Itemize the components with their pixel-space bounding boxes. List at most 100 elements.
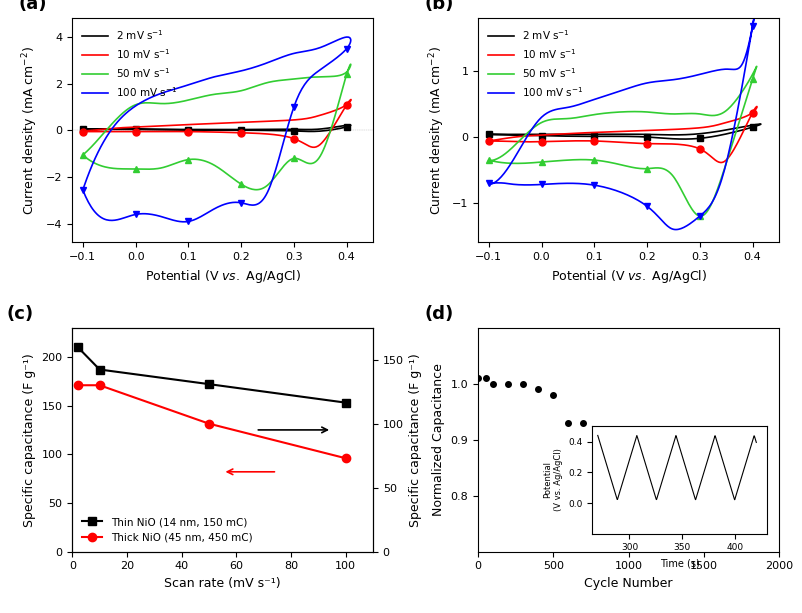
100 mV s$^{-1}$ xyxy=(632,82,642,89)
50 mV s$^{-1}$ xyxy=(78,151,87,159)
10 mV s$^{-1}$ xyxy=(709,122,719,129)
100 mV s$^{-1}$ xyxy=(731,108,741,115)
100 mV s$^{-1}$ xyxy=(484,180,493,187)
2 mV s$^{-1}$ xyxy=(639,131,649,138)
Legend: Thin NiO (14 nm, 150 mC), Thick NiO (45 nm, 450 mC): Thin NiO (14 nm, 150 mC), Thick NiO (45 … xyxy=(77,513,257,547)
2 mV s$^{-1}$ xyxy=(553,132,563,140)
2 mV s$^{-1}$ xyxy=(229,126,239,133)
100 mV s$^{-1}$ xyxy=(144,210,154,218)
100 mV s$^{-1}$ xyxy=(260,194,269,201)
Line: 10 mV s$^{-1}$: 10 mV s$^{-1}$ xyxy=(488,107,756,162)
100 mV s$^{-1}$ xyxy=(686,73,695,80)
Thin NiO (14 nm, 150 mC) xyxy=(73,343,83,351)
Thin NiO (14 nm, 150 mC) xyxy=(204,381,213,388)
2 mV s$^{-1}$ xyxy=(281,126,290,133)
2 mV s$^{-1}$ xyxy=(484,131,493,138)
10 mV s$^{-1}$ xyxy=(484,137,493,145)
10 mV s$^{-1}$ xyxy=(346,96,355,103)
2 mV s$^{-1}$ xyxy=(671,135,681,143)
Y-axis label: Specific capacitance (F g⁻¹): Specific capacitance (F g⁻¹) xyxy=(409,353,422,527)
50 mV s$^{-1}$ xyxy=(663,169,673,176)
100 mV s$^{-1}$ xyxy=(298,83,308,90)
2 mV s$^{-1}$ xyxy=(78,126,87,133)
100 mV s$^{-1}$ xyxy=(691,215,701,222)
10 mV s$^{-1}$ xyxy=(484,137,493,145)
Line: 50 mV s$^{-1}$: 50 mV s$^{-1}$ xyxy=(488,66,755,216)
100 mV s$^{-1}$ xyxy=(670,226,680,233)
50 mV s$^{-1}$ xyxy=(281,76,290,83)
50 mV s$^{-1}$ xyxy=(484,157,493,164)
50 mV s$^{-1}$ xyxy=(751,63,760,70)
X-axis label: Scan rate (mV s⁻¹): Scan rate (mV s⁻¹) xyxy=(164,577,281,590)
10 mV s$^{-1}$ xyxy=(237,118,247,126)
2 mV s$^{-1}$ xyxy=(306,128,316,135)
100 mV s$^{-1}$ xyxy=(342,33,352,40)
2 mV s$^{-1}$ xyxy=(642,131,651,138)
50 mV s$^{-1}$ xyxy=(226,89,236,96)
50 mV s$^{-1}$ xyxy=(686,110,695,117)
Thin NiO (14 nm, 150 mC) xyxy=(95,366,104,373)
Line: 100 mV s$^{-1}$: 100 mV s$^{-1}$ xyxy=(488,10,755,229)
Line: 2 mV s$^{-1}$: 2 mV s$^{-1}$ xyxy=(83,125,350,131)
2 mV s$^{-1}$ xyxy=(258,127,268,134)
2 mV s$^{-1}$ xyxy=(297,128,306,135)
10 mV s$^{-1}$ xyxy=(78,128,87,135)
100 mV s$^{-1}$ xyxy=(634,81,644,88)
50 mV s$^{-1}$ xyxy=(229,88,239,96)
Text: (b): (b) xyxy=(423,0,453,13)
Thick NiO (45 nm, 450 mC) xyxy=(95,381,104,389)
100 mV s$^{-1}$ xyxy=(226,69,236,77)
Y-axis label: Current density (mA cm$^{-2}$): Current density (mA cm$^{-2}$) xyxy=(427,46,446,215)
Line: 100 mV s$^{-1}$: 100 mV s$^{-1}$ xyxy=(83,37,350,222)
X-axis label: Potential (V $vs.$ Ag/AgCl): Potential (V $vs.$ Ag/AgCl) xyxy=(144,268,300,285)
100 mV s$^{-1}$ xyxy=(750,6,759,13)
Legend: 2 mV s$^{-1}$, 10 mV s$^{-1}$, 50 mV s$^{-1}$, 100 mV s$^{-1}$: 2 mV s$^{-1}$, 10 mV s$^{-1}$, 50 mV s$^… xyxy=(483,23,586,103)
10 mV s$^{-1}$ xyxy=(78,128,87,135)
10 mV s$^{-1}$ xyxy=(241,118,251,126)
2 mV s$^{-1}$ xyxy=(484,131,493,138)
Thick NiO (45 nm, 450 mC) xyxy=(340,455,350,462)
10 mV s$^{-1}$ xyxy=(715,159,725,166)
10 mV s$^{-1}$ xyxy=(309,143,318,151)
Line: 50 mV s$^{-1}$: 50 mV s$^{-1}$ xyxy=(83,64,350,189)
Y-axis label: Specific capacitance (F g⁻¹): Specific capacitance (F g⁻¹) xyxy=(22,353,36,527)
50 mV s$^{-1}$ xyxy=(632,108,642,115)
Y-axis label: Current density (mA cm$^{-2}$): Current density (mA cm$^{-2}$) xyxy=(21,46,40,215)
Legend: 2 mV s$^{-1}$, 10 mV s$^{-1}$, 50 mV s$^{-1}$, 100 mV s$^{-1}$: 2 mV s$^{-1}$, 10 mV s$^{-1}$, 50 mV s$^… xyxy=(77,23,181,103)
50 mV s$^{-1}$ xyxy=(144,166,154,173)
10 mV s$^{-1}$ xyxy=(529,138,538,145)
Text: (d): (d) xyxy=(423,305,453,322)
2 mV s$^{-1}$ xyxy=(678,135,688,143)
50 mV s$^{-1}$ xyxy=(484,156,493,164)
100 mV s$^{-1}$ xyxy=(484,181,493,188)
Thick NiO (45 nm, 450 mC) xyxy=(73,381,83,389)
50 mV s$^{-1}$ xyxy=(346,61,355,68)
100 mV s$^{-1}$ xyxy=(520,181,530,189)
50 mV s$^{-1}$ xyxy=(251,186,261,193)
50 mV s$^{-1}$ xyxy=(703,205,713,212)
X-axis label: Cycle Number: Cycle Number xyxy=(584,577,672,590)
2 mV s$^{-1}$ xyxy=(695,130,705,137)
X-axis label: Potential (V $vs.$ Ag/AgCl): Potential (V $vs.$ Ag/AgCl) xyxy=(550,268,706,285)
50 mV s$^{-1}$ xyxy=(78,151,87,159)
50 mV s$^{-1}$ xyxy=(695,213,705,220)
50 mV s$^{-1}$ xyxy=(298,158,308,165)
100 mV s$^{-1}$ xyxy=(78,186,87,194)
10 mV s$^{-1}$ xyxy=(303,115,313,122)
2 mV s$^{-1}$ xyxy=(345,121,354,129)
Thick NiO (45 nm, 450 mC) xyxy=(204,420,213,427)
2 mV s$^{-1}$ xyxy=(78,126,87,133)
Line: 2 mV s$^{-1}$: 2 mV s$^{-1}$ xyxy=(488,124,760,139)
50 mV s$^{-1}$ xyxy=(550,158,560,165)
50 mV s$^{-1}$ xyxy=(634,108,644,115)
Line: Thick NiO (45 nm, 450 mC): Thick NiO (45 nm, 450 mC) xyxy=(74,381,350,462)
2 mV s$^{-1}$ xyxy=(755,120,764,128)
10 mV s$^{-1}$ xyxy=(124,128,133,135)
10 mV s$^{-1}$ xyxy=(720,157,730,164)
Thin NiO (14 nm, 150 mC) xyxy=(340,399,350,406)
2 mV s$^{-1}$ xyxy=(144,126,154,133)
100 mV s$^{-1}$ xyxy=(78,186,87,194)
2 mV s$^{-1}$ xyxy=(226,126,236,133)
Text: (a): (a) xyxy=(18,0,47,13)
100 mV s$^{-1}$ xyxy=(281,52,290,59)
